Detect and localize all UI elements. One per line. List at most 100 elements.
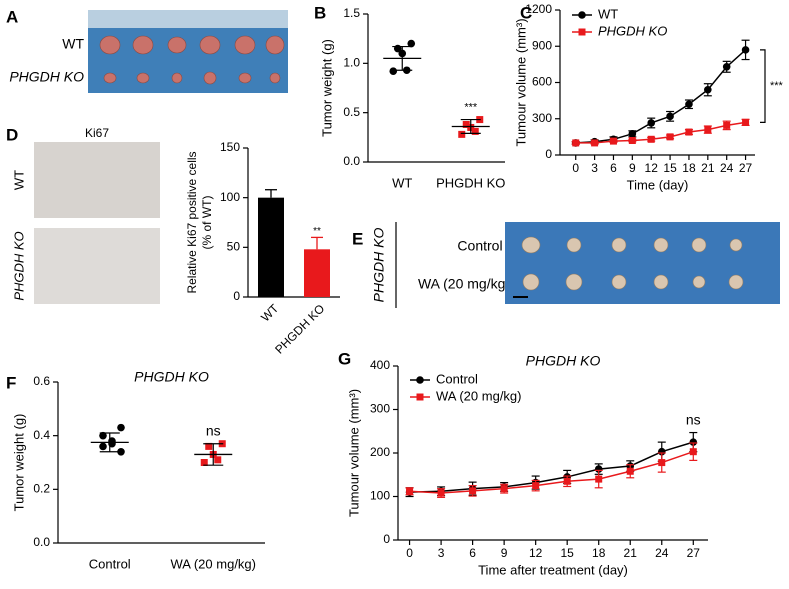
marker: [407, 39, 416, 48]
annotation: ns: [206, 422, 221, 438]
y-tick-label: 150: [220, 140, 240, 154]
x-tick-label: 3: [591, 161, 598, 175]
annotation: ***: [464, 101, 478, 113]
marker: [462, 121, 470, 129]
x-tick-label: 3: [438, 546, 445, 560]
tumor-photo: [88, 10, 288, 93]
x-tick-label: 6: [610, 161, 617, 175]
x-tick-label: 6: [469, 546, 476, 560]
marker: [200, 459, 208, 466]
row-label: PHGDH KO: [11, 231, 26, 300]
panel-label: C: [520, 3, 532, 22]
marker: [117, 423, 125, 432]
x-tick-label: 12: [529, 546, 543, 560]
y-tick-label: 900: [532, 38, 552, 52]
x-tick-label: 24: [720, 161, 734, 175]
panel-label: A: [6, 7, 18, 26]
ihc-image: [34, 228, 160, 304]
marker: [458, 130, 466, 138]
annotation: ns: [686, 411, 701, 427]
x-tick-label: 15: [663, 161, 677, 175]
panel-label: B: [314, 3, 326, 22]
y-tick-label: 300: [532, 111, 552, 125]
marker: [685, 100, 693, 109]
tumor-photo: [505, 222, 780, 304]
marker: [572, 139, 580, 147]
legend-label: WA (20 mg/kg): [436, 388, 521, 403]
y-tick-label: 1.5: [343, 6, 360, 20]
y-tick-label: 300: [370, 402, 390, 416]
marker: [704, 85, 712, 94]
y-tick-label: 400: [370, 358, 390, 372]
series-line: [575, 121, 746, 144]
y-tick-label: 50: [227, 240, 241, 254]
marker: [205, 442, 213, 450]
marker: [595, 475, 603, 483]
y-axis-title: Tumour volume (mm³): [513, 18, 528, 146]
marker: [214, 456, 222, 464]
y-tick-label: 0.4: [33, 428, 50, 442]
marker: [389, 67, 398, 76]
marker: [628, 137, 636, 144]
x-tick-label: 12: [645, 161, 659, 175]
x-axis-title: Time after treatment (day): [478, 562, 628, 577]
x-tick-label: WT: [258, 301, 282, 325]
y-axis-title: Relative Ki67 positive cells: [185, 151, 199, 293]
marker: [689, 438, 698, 446]
marker: [469, 487, 477, 495]
marker: [563, 477, 571, 485]
x-tick-label: Control: [89, 556, 131, 571]
panel-label: G: [338, 349, 351, 368]
row-label: PHGDH KO: [9, 69, 84, 85]
y-tick-label: 0.5: [343, 105, 360, 119]
marker: [416, 393, 424, 401]
x-axis-title: Time (day): [627, 177, 689, 192]
marker: [416, 376, 424, 384]
marker: [689, 448, 697, 456]
y-tick-label: 600: [532, 75, 552, 89]
x-tick-label: PHGDH KO: [272, 301, 327, 356]
x-tick-label: 15: [561, 546, 575, 560]
x-tick-label: 18: [592, 546, 606, 560]
annotation: ***: [770, 80, 784, 92]
x-tick-label: WA (20 mg/kg): [171, 556, 256, 571]
series-line: [575, 49, 747, 144]
row-label: Control: [457, 238, 502, 254]
y-axis-title: Tumor weight (g): [11, 414, 26, 512]
image-title: Ki67: [85, 126, 109, 140]
marker: [658, 459, 666, 467]
marker: [685, 128, 693, 136]
y-tick-label: 0.6: [33, 374, 50, 388]
panel-label: F: [6, 373, 16, 392]
ihc-image: [34, 142, 160, 218]
y-tick-label: 0.0: [33, 535, 50, 549]
x-tick-label: 27: [687, 546, 701, 560]
marker: [722, 62, 731, 71]
marker: [723, 121, 731, 129]
y-tick-label: 0.2: [33, 482, 50, 496]
marker: [591, 139, 599, 147]
marker: [647, 135, 655, 143]
x-tick-label: 0: [406, 546, 413, 560]
group-label: PHGDH KO: [371, 228, 387, 303]
marker: [704, 126, 712, 134]
marker: [406, 487, 414, 495]
x-tick-label: 9: [501, 546, 508, 560]
x-tick-label: 24: [655, 546, 669, 560]
y-tick-label: 100: [370, 489, 390, 503]
marker: [471, 127, 479, 135]
y-axis-title: (% of WT): [200, 196, 214, 250]
x-tick-label: 21: [624, 546, 638, 560]
marker: [742, 118, 750, 126]
y-tick-label: 0: [383, 532, 390, 546]
marker: [666, 112, 674, 121]
x-tick-label: 18: [682, 161, 696, 175]
marker: [117, 447, 125, 456]
chart-title: PHGDH KO: [526, 353, 601, 369]
series-line: [409, 441, 694, 493]
legend-label: PHGDH KO: [598, 23, 667, 38]
row-label: WA (20 mg/kg): [418, 276, 510, 292]
marker: [626, 467, 634, 475]
marker: [578, 28, 586, 36]
